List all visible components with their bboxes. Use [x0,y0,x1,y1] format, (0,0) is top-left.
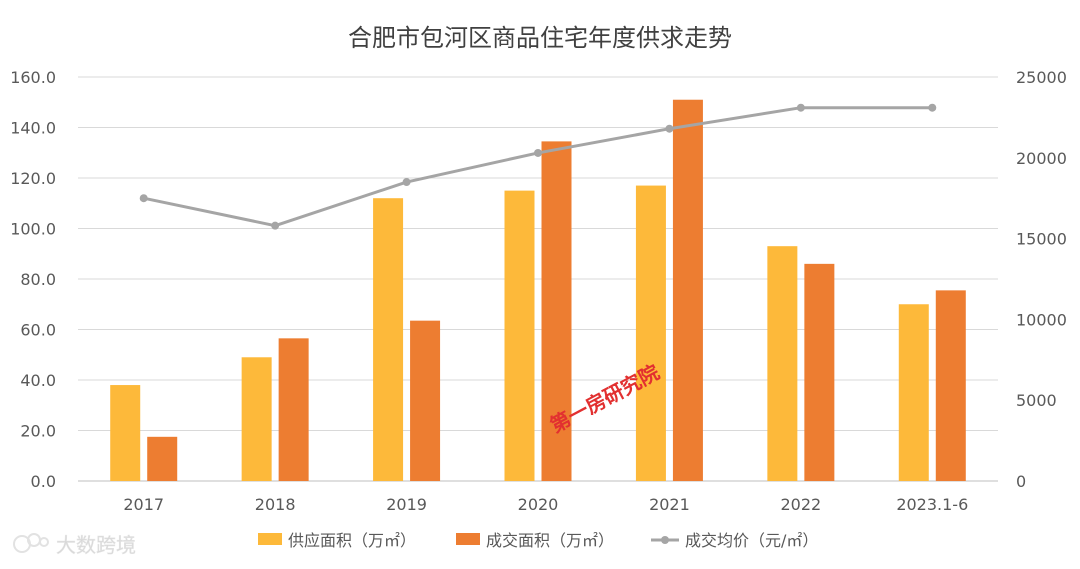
right-axis-tick-label: 25000 [1016,68,1067,87]
legend-label-2: 成交均价（元/㎡） [685,531,818,550]
left-axis-tick-label: 120.0 [10,169,56,188]
bar-supply-2018 [241,357,272,481]
bar-sales-2021 [672,99,703,481]
bar-sales-2017 [147,436,178,481]
x-axis-tick-label: 2021 [649,495,690,514]
legend-swatch-1 [456,533,480,545]
bar-supply-2021 [635,185,666,481]
chart-title: 合肥市包河区商品住宅年度供求走势 [348,24,732,52]
bar-supply-2023.1-6 [898,304,929,481]
grid-lines [78,76,998,482]
x-axis-tick-label: 2023.1-6 [896,495,968,514]
x-axis-tick-label: 2022 [780,495,821,514]
price-point-2020 [534,148,542,157]
left-axis-tick-label: 80.0 [20,270,56,289]
left-axis-tick-label: 160.0 [10,68,56,87]
right-axis-tick-label: 5000 [1016,391,1057,410]
bar-sales-2020 [541,141,572,481]
left-axis-tick-label: 60.0 [20,321,56,340]
bar-supply-2019 [373,198,404,481]
watermark-logo-icon [13,533,49,553]
watermark-corner-text: 大数跨境 [56,533,136,557]
price-point-2021 [665,124,674,133]
left-axis-tick-label: 100.0 [10,220,56,239]
left-axis-tick-label: 140.0 [10,119,56,138]
bars-layer [110,99,966,481]
corner-watermark: 大数跨境 [13,533,136,557]
right-axis-tick-label: 20000 [1016,149,1067,168]
price-line [143,106,933,228]
bar-sales-2022 [804,263,835,481]
left-axis-tick-label: 20.0 [20,422,56,441]
x-axis-labels: 2017 2018 2019 2020 2021 2022 2023.1-6 [123,495,968,514]
price-point-2022 [796,103,805,112]
legend-label-0: 供应面积（万㎡） [288,531,416,550]
x-axis-tick-label: 2019 [386,495,427,514]
left-axis-tick-label: 0.0 [31,472,56,491]
left-axis: 0.0 20.0 40.0 60.0 80.0 100.0 120.0 140.0 160.0 [10,68,56,491]
x-axis-tick-label: 2017 [123,495,164,514]
legend-swatch-0 [258,533,282,545]
legend: 供应面积（万㎡） 成交面积（万㎡） 成交均价（元/㎡） [258,531,818,550]
bar-sales-2023.1-6 [935,290,966,481]
price-point-2017 [139,194,148,203]
bar-sales-2018 [278,338,309,481]
bar-supply-2022 [767,246,798,481]
bar-sales-2019 [410,320,441,481]
right-axis-tick-label: 10000 [1016,310,1067,329]
line-layer [139,103,937,230]
bar-supply-2020 [504,190,535,481]
price-point-2023.1-6 [928,103,937,112]
legend-swatch-marker [661,536,669,544]
right-axis: 0 5000 10000 15000 20000 25000 [1016,68,1067,491]
right-axis-tick-label: 15000 [1016,230,1067,249]
price-point-2019 [402,178,411,187]
bar-supply-2017 [110,385,141,481]
x-axis-tick-label: 2020 [518,495,559,514]
legend-label-1: 成交面积（万㎡） [486,531,614,550]
left-axis-tick-label: 40.0 [20,371,56,390]
price-point-2018 [271,221,280,230]
right-axis-tick-label: 0 [1016,472,1026,491]
x-axis-tick-label: 2018 [255,495,296,514]
